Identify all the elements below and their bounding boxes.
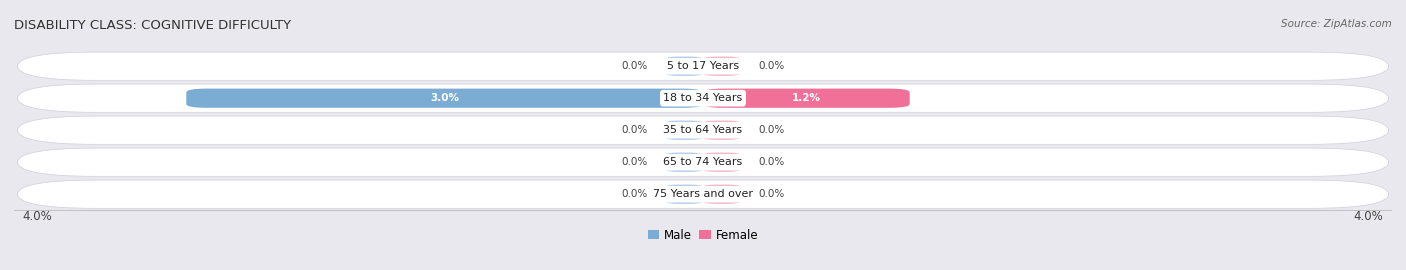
Text: 0.0%: 0.0% [621,157,648,167]
FancyBboxPatch shape [17,180,1389,208]
FancyBboxPatch shape [665,121,703,140]
Text: 0.0%: 0.0% [758,125,785,135]
Text: 0.0%: 0.0% [621,61,648,71]
FancyBboxPatch shape [665,57,703,76]
Text: 3.0%: 3.0% [430,93,460,103]
Text: 0.0%: 0.0% [758,189,785,199]
FancyBboxPatch shape [665,153,703,172]
FancyBboxPatch shape [703,153,741,172]
FancyBboxPatch shape [665,185,703,204]
Text: 18 to 34 Years: 18 to 34 Years [664,93,742,103]
Text: 5 to 17 Years: 5 to 17 Years [666,61,740,71]
Text: 0.0%: 0.0% [758,61,785,71]
Text: 1.2%: 1.2% [792,93,821,103]
Text: 35 to 64 Years: 35 to 64 Years [664,125,742,135]
FancyBboxPatch shape [703,121,741,140]
FancyBboxPatch shape [186,89,703,108]
Legend: Male, Female: Male, Female [643,224,763,247]
Text: 0.0%: 0.0% [621,189,648,199]
FancyBboxPatch shape [17,148,1389,176]
Text: 4.0%: 4.0% [1354,210,1384,223]
FancyBboxPatch shape [703,185,741,204]
Text: 4.0%: 4.0% [22,210,52,223]
Text: 0.0%: 0.0% [621,125,648,135]
FancyBboxPatch shape [17,84,1389,112]
FancyBboxPatch shape [17,52,1389,80]
Text: 0.0%: 0.0% [758,157,785,167]
FancyBboxPatch shape [703,89,910,108]
FancyBboxPatch shape [17,116,1389,144]
Text: 75 Years and over: 75 Years and over [652,189,754,199]
Text: Source: ZipAtlas.com: Source: ZipAtlas.com [1281,19,1392,29]
FancyBboxPatch shape [703,57,741,76]
Text: 65 to 74 Years: 65 to 74 Years [664,157,742,167]
Text: DISABILITY CLASS: COGNITIVE DIFFICULTY: DISABILITY CLASS: COGNITIVE DIFFICULTY [14,19,291,32]
